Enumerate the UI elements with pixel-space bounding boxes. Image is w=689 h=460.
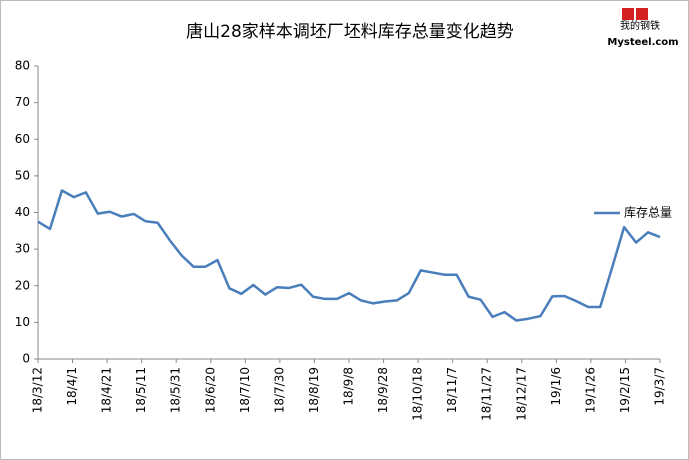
chart-title: 唐山28家样本调坯厂坯料库存总量变化趋势 [186, 21, 514, 42]
x-tick-label: 18/5/11 [134, 367, 148, 413]
logo-block [622, 8, 634, 20]
x-tick-label: 18/9/8 [342, 367, 356, 406]
x-tick-label: 18/7/10 [238, 367, 252, 413]
y-tick-label: 70 [15, 95, 30, 109]
legend-label: 库存总量 [624, 205, 672, 220]
x-tick-label: 18/6/20 [203, 367, 217, 413]
y-tick-label: 0 [22, 352, 30, 366]
series-line [37, 189, 661, 322]
y-tick-label: 20 [15, 278, 30, 292]
x-tick-label: 18/8/19 [307, 367, 321, 413]
x-tick-label: 18/10/18 [411, 367, 425, 421]
x-tick-label: 18/9/28 [376, 367, 390, 413]
y-tick-label: 50 [15, 168, 30, 182]
x-tick-label: 19/3/7 [653, 367, 667, 406]
x-tick-label: 19/2/15 [618, 367, 632, 413]
x-tick-label: 18/5/31 [169, 367, 183, 413]
x-tick-label: 18/4/1 [65, 367, 79, 406]
x-tick-label: 18/11/7 [445, 367, 459, 413]
x-tick-label: 18/12/17 [514, 367, 528, 421]
x-tick-label: 18/11/27 [480, 367, 494, 421]
x-tick-label: 18/7/30 [272, 367, 286, 413]
x-tick-label: 18/4/21 [100, 367, 114, 413]
y-tick-label: 10 [15, 315, 30, 329]
x-tick-label: 19/1/26 [583, 367, 597, 413]
y-tick-label: 30 [15, 242, 30, 256]
logo-brand: 我的钢铁 [620, 19, 660, 32]
x-tick-label: 19/1/6 [549, 367, 563, 406]
logo: 我的钢铁 Mysteel.com [607, 8, 679, 48]
y-tick-label: 40 [15, 205, 30, 219]
logo-site: Mysteel.com [607, 37, 678, 48]
y-tick-label: 80 [15, 59, 30, 73]
y-tick-label: 60 [15, 132, 30, 146]
x-tick-label: 18/3/12 [31, 367, 45, 413]
logo-block [636, 8, 648, 20]
